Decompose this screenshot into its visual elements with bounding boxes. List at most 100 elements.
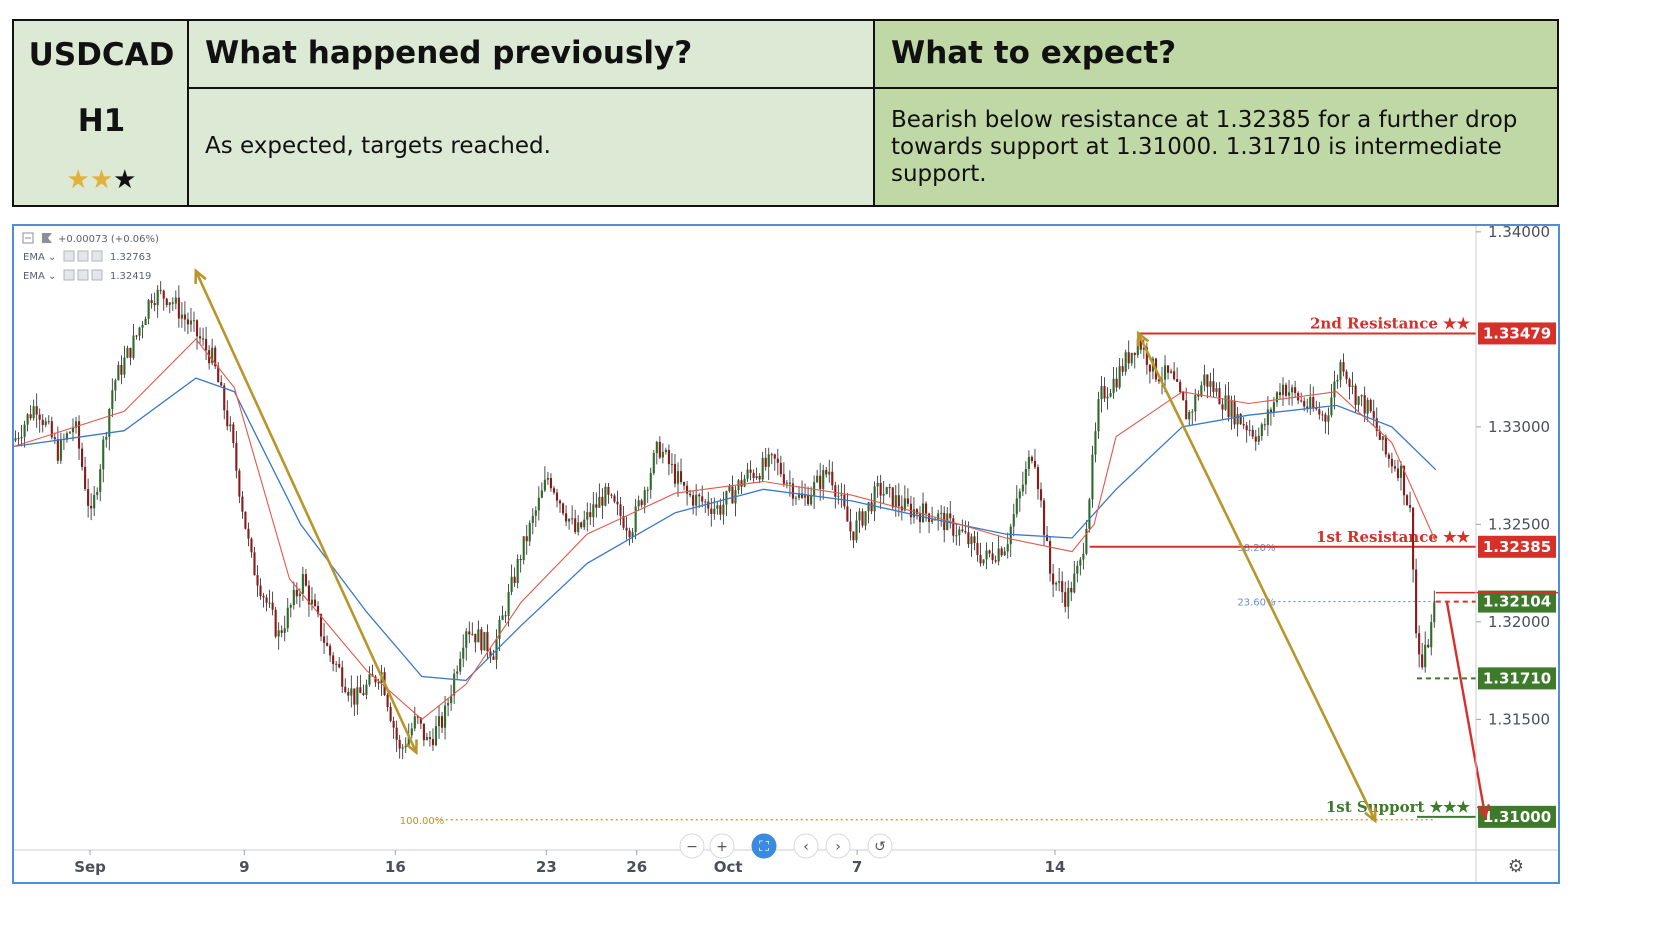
- candle-body: [229, 424, 232, 427]
- candle-body: [440, 716, 444, 728]
- candle-body: [489, 651, 492, 657]
- candle-body: [93, 494, 96, 509]
- candle-body: [362, 692, 365, 696]
- previous-header-cell: What happened previously?: [189, 21, 875, 89]
- candle-body: [217, 366, 220, 383]
- candle-body: [879, 482, 882, 496]
- candle-body: [1294, 387, 1297, 393]
- candle-body: [991, 553, 994, 561]
- candle-body: [1227, 395, 1230, 417]
- candle-body: [347, 692, 350, 696]
- time-axis: Sep 9 16 23 26 Oct 7 14 ⚙: [14, 849, 1558, 877]
- candle-body: [53, 437, 56, 440]
- candle-body: [220, 382, 223, 386]
- nav-button[interactable]: [751, 833, 777, 859]
- candle-body: [232, 424, 235, 444]
- chart-canvas[interactable]: 38.20%23.60%100.00% 2nd Resistance ★★1.3…: [14, 226, 1558, 882]
- candle-body: [425, 737, 428, 741]
- candle-body: [195, 320, 199, 337]
- candle-body: [510, 576, 513, 592]
- ema-legend-button: [91, 269, 103, 281]
- candle-body: [132, 335, 135, 358]
- candle-body: [673, 464, 677, 484]
- candle-body: [38, 414, 41, 420]
- candle-body: [162, 290, 165, 299]
- candle-body: [156, 289, 159, 306]
- nav-button-icon: −: [686, 839, 698, 855]
- candle-body: [183, 314, 186, 320]
- candle-body: [686, 485, 689, 494]
- candle-body: [1263, 424, 1266, 426]
- candle-body: [129, 347, 132, 358]
- candle-body: [1179, 381, 1182, 392]
- candle-body: [852, 531, 855, 541]
- candle-body: [776, 458, 779, 463]
- price-change-label: +0.00073 (+0.06%): [58, 234, 159, 245]
- expect-header-cell: What to expect?: [875, 21, 1557, 89]
- candle-body: [797, 493, 801, 498]
- candle-body: [392, 720, 395, 728]
- candle-body: [50, 421, 53, 438]
- candle-body: [1076, 565, 1079, 574]
- candle-body: [295, 589, 298, 597]
- previous-title: What happened previously?: [205, 35, 693, 71]
- y-tick-label: 1.33000: [1488, 418, 1550, 436]
- candle-body: [1082, 553, 1085, 560]
- candle-body: [298, 593, 301, 597]
- candle-body: [1260, 424, 1263, 436]
- candle-body: [837, 495, 840, 497]
- candle-body: [150, 300, 153, 303]
- nav-button[interactable]: [793, 833, 819, 859]
- nav-button[interactable]: [867, 833, 893, 859]
- candle-body: [1251, 429, 1254, 437]
- candle-body: [719, 505, 722, 515]
- ema-legend-value: 1.32763: [110, 252, 151, 263]
- candle-body: [20, 436, 23, 439]
- candle-body: [1097, 399, 1100, 432]
- price-chart[interactable]: 38.20% 23.60% 100.00% 2nd Resistance ★★ 1.3…: [12, 224, 1560, 884]
- candle-body: [867, 502, 870, 512]
- candle-body: [1033, 460, 1037, 468]
- candle-body: [401, 747, 404, 749]
- candle-body: [1100, 386, 1103, 400]
- candle-body: [1281, 384, 1285, 395]
- nav-button[interactable]: [825, 833, 851, 859]
- candle-body: [1027, 456, 1030, 469]
- candle-body: [976, 542, 979, 555]
- candle-body: [707, 501, 710, 509]
- candle-body: [840, 494, 843, 496]
- candle-body: [1073, 573, 1076, 593]
- nav-button[interactable]: [679, 833, 705, 859]
- candle-body: [713, 508, 716, 515]
- candle-body: [915, 509, 919, 514]
- candle-body: [1145, 347, 1148, 365]
- y-tick-label: 1.32500: [1488, 515, 1550, 533]
- candle-body: [967, 532, 970, 545]
- candle-body: [211, 347, 214, 364]
- forecast-arrow-head: [1476, 804, 1491, 820]
- candle-body: [1088, 499, 1091, 529]
- candle-body: [767, 454, 770, 467]
- price-tag: [1478, 805, 1556, 828]
- candle-body: [1182, 391, 1185, 401]
- candle-body: [1378, 430, 1381, 440]
- candle-body: [87, 489, 90, 506]
- candle-body: [1315, 407, 1318, 410]
- candle-body: [918, 513, 922, 523]
- candle-body: [610, 494, 613, 496]
- gear-icon[interactable]: ⚙: [1508, 856, 1524, 877]
- candle-body: [35, 406, 38, 415]
- candle-body: [568, 519, 571, 522]
- x-tick-label: 26: [626, 858, 647, 876]
- candle-body: [831, 471, 834, 486]
- candle-body: [180, 314, 183, 319]
- candle-body: [1369, 399, 1372, 412]
- nav-button[interactable]: [709, 833, 735, 859]
- candle-body: [770, 454, 773, 456]
- candle-body: [528, 523, 531, 542]
- candle-body: [186, 319, 189, 325]
- candle-body: [268, 602, 271, 604]
- candle-body: [71, 427, 75, 433]
- candle-body: [825, 470, 828, 475]
- candle-body: [447, 703, 450, 706]
